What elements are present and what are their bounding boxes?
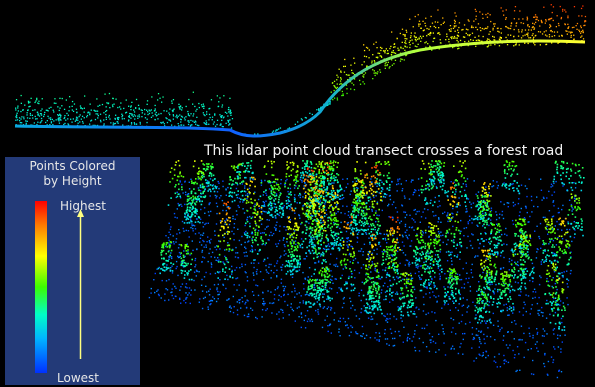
height-legend: Points Colored by Height Highest Lowest xyxy=(5,157,140,385)
point-cloud-block xyxy=(148,160,585,379)
up-arrow-icon xyxy=(77,209,84,359)
legend-title-line1: Points Colored xyxy=(29,159,116,173)
color-scale-bar xyxy=(35,201,47,373)
transect-ground-line xyxy=(14,39,586,138)
legend-title-line2: by Height xyxy=(43,174,102,188)
transect-profile xyxy=(15,4,587,137)
legend-lowest-label: Lowest xyxy=(57,371,99,385)
legend-title: Points Colored by Height xyxy=(5,159,140,189)
transect-caption: This lidar point cloud transect crosses … xyxy=(204,143,564,159)
legend-highest-label: Highest xyxy=(60,199,106,213)
